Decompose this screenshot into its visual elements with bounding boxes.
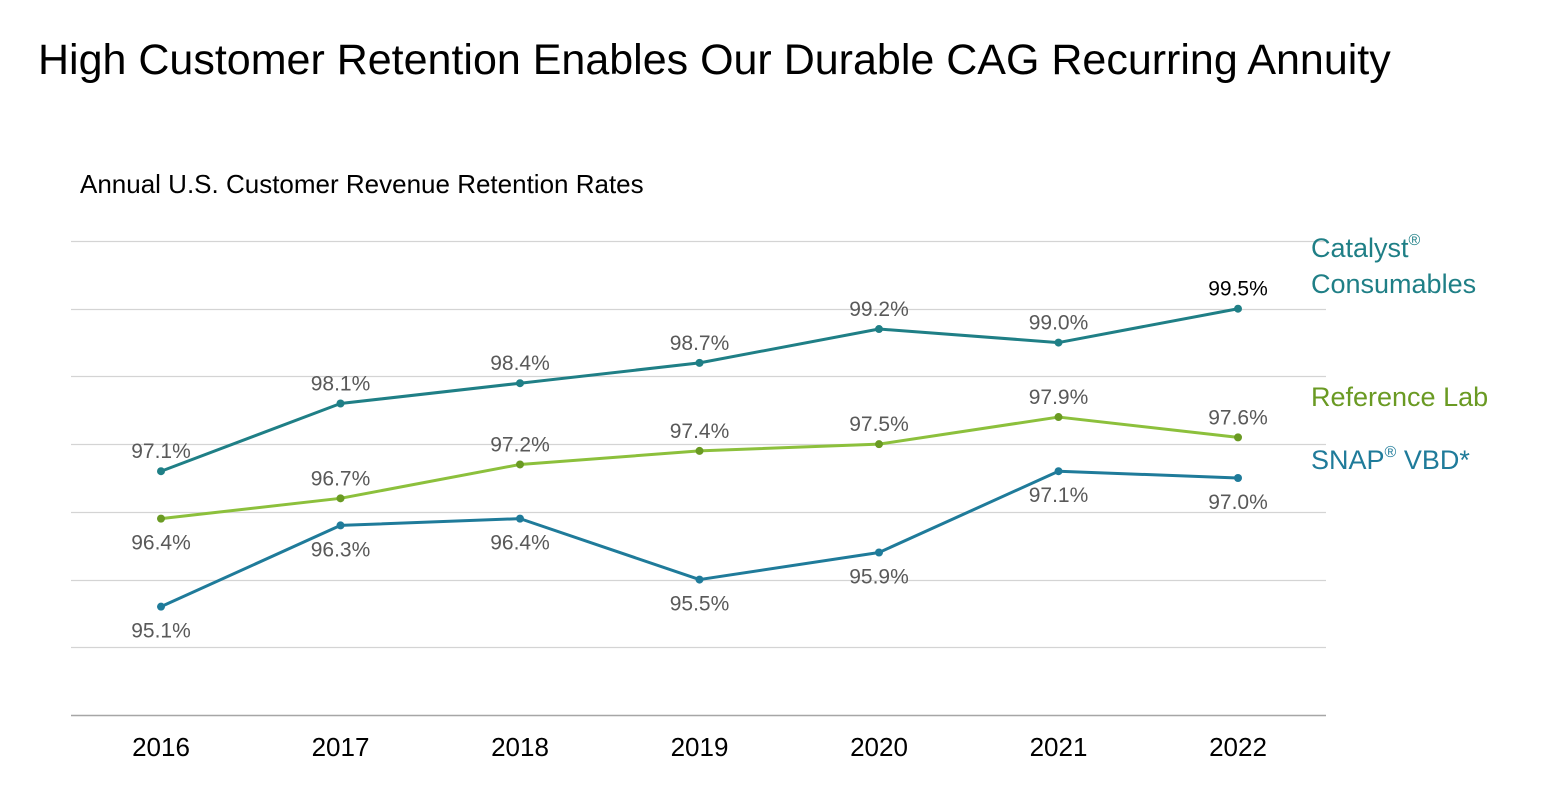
data-label-reference-lab-2019: 97.4%	[670, 420, 730, 443]
data-label-snap-vbd-2018: 96.4%	[490, 532, 550, 555]
data-label-reference-lab-2021: 97.9%	[1029, 386, 1089, 409]
data-point-reference-lab-2020	[875, 440, 883, 449]
data-label-reference-lab-2020: 97.5%	[849, 413, 909, 436]
legend-reference-lab-text: Reference Lab	[1311, 382, 1489, 412]
series-lines	[157, 304, 1242, 611]
data-label-reference-lab-2016: 96.4%	[131, 532, 191, 555]
data-point-catalyst-consumables-2022	[1234, 304, 1242, 313]
gridlines	[71, 240, 1326, 717]
data-point-reference-lab-2016	[157, 514, 165, 523]
legend-snap-registered-mark: ®	[1384, 444, 1397, 461]
data-point-catalyst-consumables-2021	[1054, 338, 1063, 347]
legend-snap-text-a: SNAP	[1311, 445, 1385, 475]
data-label-catalyst-consumables-2021: 99.0%	[1029, 312, 1089, 335]
data-point-reference-lab-2019	[695, 446, 704, 455]
data-label-snap-vbd-2020: 95.9%	[849, 565, 909, 588]
x-tick-label-2020: 2020	[850, 732, 908, 762]
data-label-snap-vbd-2017: 96.3%	[311, 538, 371, 561]
legend-reference-lab: Reference Lab	[1311, 379, 1488, 415]
legend-snap-vbd: SNAP® VBD*	[1311, 442, 1470, 478]
data-point-catalyst-consumables-2020	[875, 325, 883, 334]
data-point-reference-lab-2017	[336, 494, 345, 503]
data-point-snap-vbd-2022	[1234, 474, 1242, 482]
data-point-snap-vbd-2018	[516, 514, 524, 523]
data-labels: 97.1% 98.1% 98.4% 98.7% 99.2% 99.0% 99.5% 96.4%…	[131, 278, 1268, 643]
data-point-reference-lab-2021	[1054, 413, 1063, 422]
x-tick-label-2016: 2016	[132, 732, 190, 762]
x-tick-label-2021: 2021	[1030, 732, 1088, 762]
data-point-snap-vbd-2017	[336, 521, 345, 530]
data-point-catalyst-consumables-2016	[157, 467, 165, 476]
legend-catalyst-line2: Consumables	[1311, 269, 1477, 299]
x-tick-label-2019: 2019	[671, 732, 729, 762]
page-title: High Customer Retention Enables Our Dura…	[38, 36, 1391, 84]
data-label-catalyst-consumables-2016: 97.1%	[131, 440, 191, 463]
data-label-reference-lab-2017: 96.7%	[311, 467, 371, 490]
x-tick-label-2022: 2022	[1209, 732, 1267, 762]
data-label-snap-vbd-2016: 95.1%	[131, 620, 191, 643]
data-label-catalyst-consumables-2019: 98.7%	[670, 332, 730, 355]
data-point-catalyst-consumables-2018	[516, 379, 524, 388]
chart-subtitle: Annual U.S. Customer Revenue Retention R…	[80, 169, 644, 199]
data-label-catalyst-consumables-2018: 98.4%	[490, 352, 550, 375]
legend-catalyst-line1: Catalyst	[1311, 233, 1409, 263]
data-label-reference-lab-2022: 97.6%	[1208, 406, 1268, 429]
x-tick-label-2018: 2018	[491, 732, 549, 762]
data-point-snap-vbd-2016	[157, 602, 165, 611]
legend-catalyst-registered-mark: ®	[1408, 232, 1421, 249]
data-point-snap-vbd-2019	[695, 575, 704, 584]
x-tick-label-2017: 2017	[312, 732, 370, 762]
data-point-catalyst-consumables-2019	[695, 358, 704, 367]
data-point-catalyst-consumables-2017	[336, 399, 345, 408]
data-point-reference-lab-2022	[1234, 433, 1242, 442]
data-label-catalyst-consumables-2022: 99.5%	[1208, 278, 1268, 301]
data-label-snap-vbd-2022: 97.0%	[1208, 491, 1268, 514]
data-point-snap-vbd-2020	[875, 548, 883, 557]
legend-snap-text-b: VBD*	[1396, 445, 1470, 475]
data-point-reference-lab-2018	[516, 460, 524, 469]
data-label-reference-lab-2018: 97.2%	[490, 433, 550, 456]
data-label-catalyst-consumables-2020: 99.2%	[849, 298, 909, 321]
data-label-snap-vbd-2021: 97.1%	[1029, 484, 1089, 507]
data-label-snap-vbd-2019: 95.5%	[670, 593, 730, 616]
data-point-snap-vbd-2021	[1054, 467, 1063, 476]
x-axis: 2016 2017 2018 2019 2020 2021 2022	[132, 732, 1267, 762]
legend-catalyst-consumables: Catalyst® Consumables	[1311, 230, 1476, 302]
data-label-catalyst-consumables-2017: 98.1%	[311, 373, 371, 396]
